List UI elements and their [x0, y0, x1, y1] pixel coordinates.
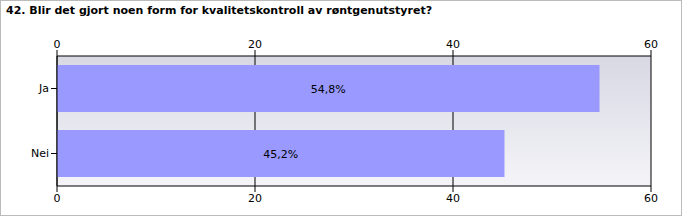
svg-text:40: 40 — [446, 38, 460, 51]
svg-text:0: 0 — [54, 38, 61, 51]
svg-text:45,2%: 45,2% — [263, 148, 298, 161]
svg-text:60: 60 — [644, 192, 658, 205]
html-text:42. Blir det gjort noen form f: 42. Blir det gjort noen form for kvalite… — [6, 4, 432, 17]
svg-text:20: 20 — [248, 192, 262, 205]
svg-text:Nei: Nei — [31, 147, 49, 160]
svg-text:20: 20 — [248, 38, 262, 51]
svg-text:Ja: Ja — [38, 82, 49, 95]
svg-text:0: 0 — [54, 192, 61, 205]
svg-text:40: 40 — [446, 192, 460, 205]
svg-text:60: 60 — [644, 38, 658, 51]
svg-text:54,8%: 54,8% — [311, 83, 346, 96]
